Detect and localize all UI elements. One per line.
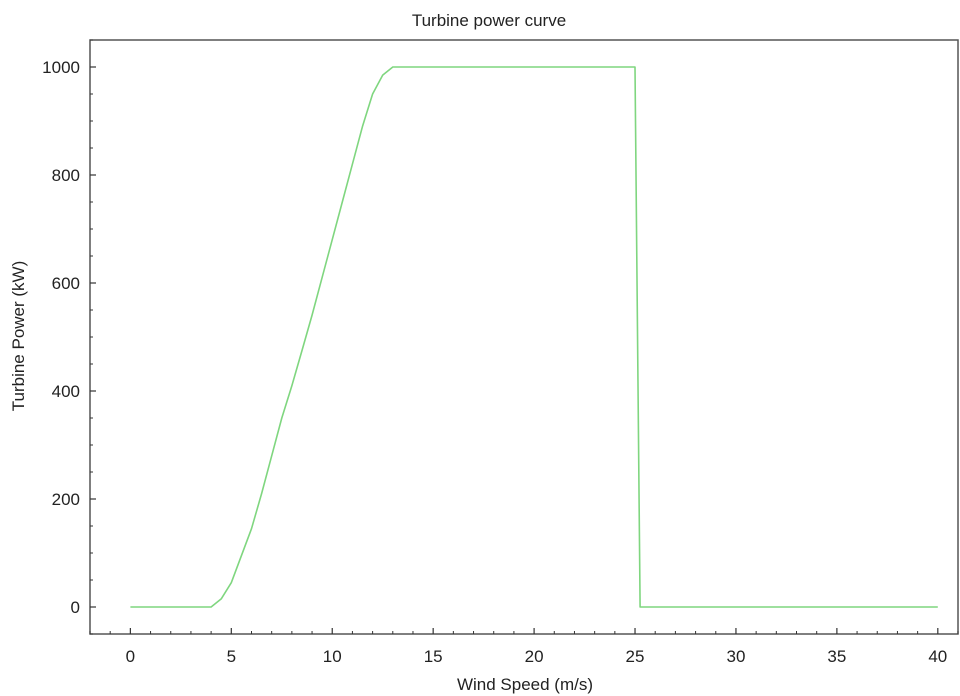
x-tick-label: 0 [126, 647, 135, 666]
x-tick-label: 30 [726, 647, 745, 666]
x-tick-label: 25 [626, 647, 645, 666]
plot-frame [89, 39, 959, 635]
x-tick-label: 5 [227, 647, 236, 666]
x-axis: 0 5 10 15 20 25 30 35 40 [89, 628, 959, 666]
y-tick-label: 0 [71, 598, 80, 617]
y-tick-label: 200 [52, 490, 80, 509]
power-curve-line [130, 66, 938, 608]
y-tick-label: 1000 [42, 58, 80, 77]
x-tick-label: 10 [323, 647, 342, 666]
y-tick-label: 400 [52, 382, 80, 401]
x-tick-label: 20 [525, 647, 544, 666]
x-tick-label: 40 [928, 647, 947, 666]
y-axis-label: Turbine Power (kW) [9, 261, 28, 412]
x-tick-label: 35 [827, 647, 846, 666]
y-tick-label: 600 [52, 274, 80, 293]
y-tick-label: 800 [52, 166, 80, 185]
series-group [130, 66, 938, 608]
y-axis: 0 200 400 600 800 1000 [42, 39, 96, 635]
x-axis-label: Wind Speed (m/s) [457, 675, 593, 694]
x-tick-label: 15 [424, 647, 443, 666]
chart-title: Turbine power curve [412, 11, 566, 30]
